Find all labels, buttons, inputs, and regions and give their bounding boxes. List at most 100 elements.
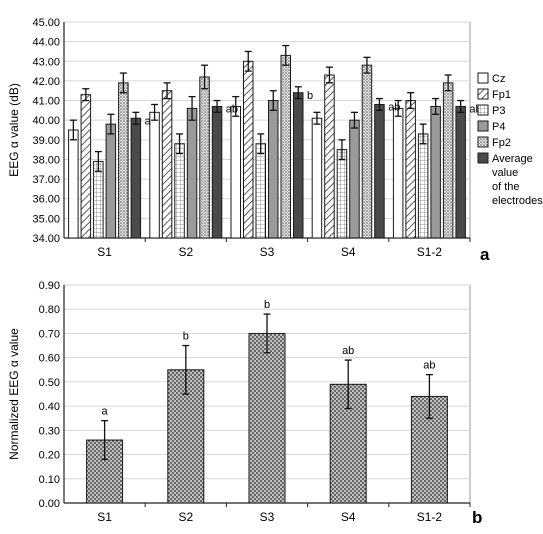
legend-swatch <box>477 104 489 116</box>
bar <box>149 111 160 239</box>
y-tick-label: 38.00 <box>32 154 60 166</box>
bar <box>174 143 185 239</box>
x-tick-label: S2 <box>178 510 193 524</box>
x-tick-label: S2 <box>178 245 193 259</box>
bar <box>392 107 404 239</box>
legend-label: Fp1 <box>492 89 511 101</box>
significance-label: ab <box>342 345 354 357</box>
bars-a <box>68 44 466 239</box>
bar <box>248 332 286 504</box>
panel-label-a: a <box>480 245 490 264</box>
x-tick-label: S1 <box>97 245 112 259</box>
x-tick-label: S4 <box>341 245 356 259</box>
bar <box>68 129 79 239</box>
x-tick-labels-b: S1 S2 S3 S4 S1-2 <box>97 503 471 524</box>
panel-label-b: b <box>472 508 482 527</box>
bar <box>280 54 291 239</box>
bar <box>374 103 385 239</box>
significance-label: a <box>145 115 152 127</box>
y-tick-label: 40.00 <box>32 115 60 127</box>
y-tick-label: 35.00 <box>32 213 60 225</box>
bar <box>199 76 210 239</box>
bar <box>161 90 173 239</box>
bar <box>80 94 92 239</box>
legend-label: Fp2 <box>492 137 511 149</box>
bar <box>93 160 104 239</box>
significance-label: ab <box>388 102 400 114</box>
bar <box>336 149 348 239</box>
legend-swatch <box>477 152 489 164</box>
bar <box>417 133 429 239</box>
bar <box>130 117 142 239</box>
bar <box>243 60 254 239</box>
bar <box>105 123 117 239</box>
bar <box>349 119 360 239</box>
legend-swatch <box>477 136 489 148</box>
bar <box>405 100 416 239</box>
x-tick-label: S3 <box>260 245 275 259</box>
legend-swatch <box>477 120 489 132</box>
y-tick-labels-b: 0.00 0.10 0.20 0.30 0.40 0.50 0.60 0.70 0.80 0.90 <box>39 280 60 510</box>
x-tick-label: S1 <box>97 510 112 524</box>
y-tick-label: 41.00 <box>32 96 60 108</box>
bar <box>211 105 223 239</box>
legend-label: Average <box>492 153 533 165</box>
bar <box>324 74 335 239</box>
bars-b <box>86 313 448 504</box>
significance-label: ab <box>423 360 435 372</box>
bar <box>455 105 466 239</box>
bar <box>268 100 279 239</box>
x-tick-label: S1-2 <box>417 510 443 524</box>
significance-label: b <box>307 90 313 102</box>
y-tick-label: 34.00 <box>32 233 60 245</box>
y-tick-label: 0.40 <box>39 401 60 413</box>
legend-swatch <box>477 88 489 100</box>
y-tick-labels-a: 34.00 35.00 36.00 37.00 38.00 39.00 40.00 41.00… <box>32 17 60 245</box>
significance-label: ab <box>226 104 238 116</box>
y-tick-label: 42.00 <box>32 76 60 88</box>
legend-a: Cz Fp1 P3 P4 Fp2 Average value of the electrodes <box>477 72 543 207</box>
legend-label: electrodes <box>492 195 543 207</box>
y-tick-label: 0.00 <box>39 498 60 510</box>
chart-panel-b: 0.00 0.10 0.20 0.30 0.40 0.50 0.60 0.70 0.80 0.90… <box>7 280 482 527</box>
x-tick-label: S1-2 <box>417 245 443 259</box>
legend-label: P3 <box>492 105 505 117</box>
bar <box>311 117 323 239</box>
y-tick-label: 44.00 <box>32 37 60 49</box>
bar <box>430 105 441 239</box>
y-tick-label: 0.70 <box>39 328 60 340</box>
bar <box>442 82 454 239</box>
legend-label: of the <box>492 181 520 193</box>
y-tick-label: 0.20 <box>39 450 60 462</box>
legend-label: Cz <box>492 73 505 85</box>
bar <box>118 82 129 239</box>
x-tick-label: S4 <box>341 510 356 524</box>
y-tick-label: 39.00 <box>32 135 60 147</box>
x-tick-label: S3 <box>260 510 275 524</box>
significance-label: b <box>264 299 270 311</box>
legend-label: P4 <box>492 121 505 133</box>
bar <box>230 105 241 239</box>
y-tick-label: 37.00 <box>32 174 60 186</box>
chart-panel-a: 34.00 35.00 36.00 37.00 38.00 39.00 40.00 41.00… <box>7 17 543 264</box>
bar <box>293 92 304 239</box>
y-tick-label: 45.00 <box>32 17 60 29</box>
y-tick-label: 0.10 <box>39 474 60 486</box>
significance-label: a <box>102 406 109 418</box>
significance-label: b <box>183 331 189 343</box>
y-axis-label-b: Normalized EEG α value <box>7 328 21 460</box>
bar <box>186 107 198 239</box>
bar <box>361 64 373 239</box>
bar <box>255 143 266 239</box>
y-axis-label-a: EEG α value (dB) <box>7 83 21 177</box>
y-tick-label: 0.80 <box>39 304 60 316</box>
legend-swatch <box>477 72 489 84</box>
y-tick-label: 0.90 <box>39 280 60 292</box>
y-tick-label: 43.00 <box>32 56 60 68</box>
y-tick-label: 0.60 <box>39 353 60 365</box>
x-tick-labels-a: S1 S2 S3 S4 S1-2 <box>97 238 471 259</box>
y-tick-label: 0.50 <box>39 377 60 389</box>
legend-label: value <box>492 167 518 179</box>
